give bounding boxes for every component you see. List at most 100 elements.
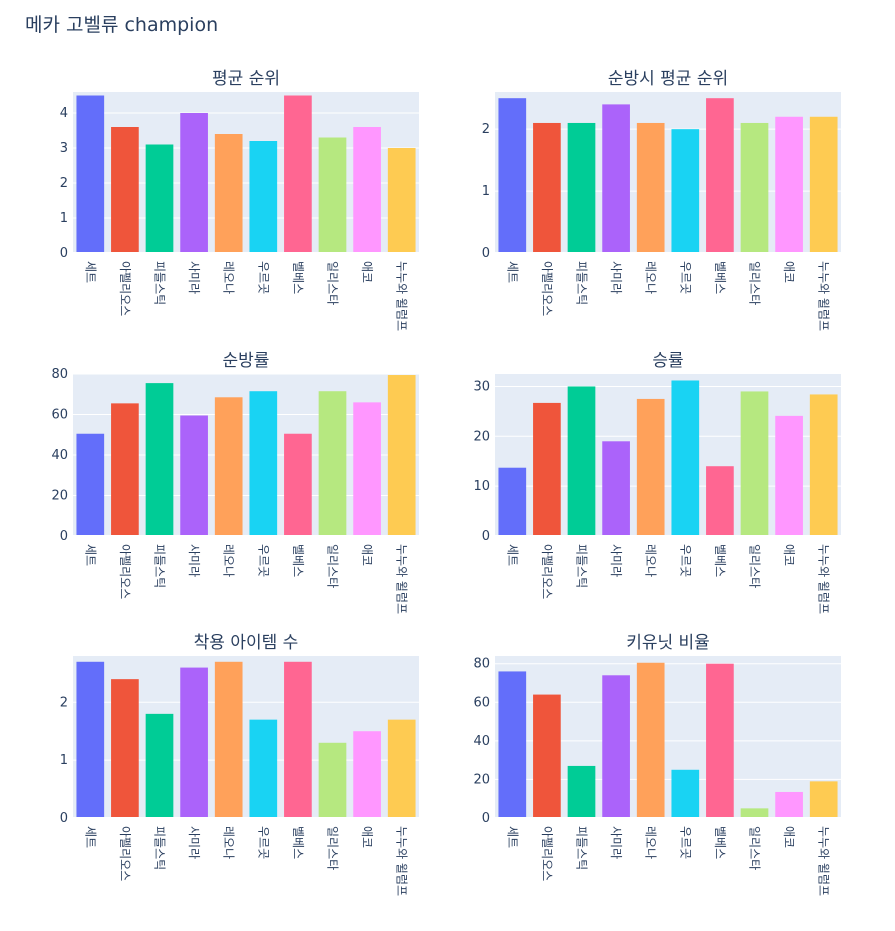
bar-3	[567, 386, 596, 536]
bar-5	[214, 661, 243, 818]
bar-7	[706, 663, 734, 818]
bar-9	[353, 127, 381, 253]
y-tick-label: 1	[60, 211, 68, 226]
bar-3	[567, 765, 596, 818]
x-tick-label: 벨베스	[291, 826, 305, 859]
y-tick-label: 40	[473, 734, 490, 749]
x-tick-label: 사미라	[609, 261, 623, 294]
bar-6	[249, 141, 278, 253]
bar-4	[602, 675, 630, 818]
x-tick-label: 레오나	[644, 544, 658, 577]
x-tick-label: 애코	[360, 544, 374, 566]
x-tick-label: 사미라	[609, 544, 623, 577]
x-tick-label: 피들스틱	[575, 544, 589, 588]
x-tick-label: 사미라	[187, 261, 201, 294]
x-tick-label: 우르곳	[256, 544, 270, 577]
x-tick-label: 피들스틱	[153, 826, 167, 870]
x-tick-label: 우르곳	[678, 261, 692, 294]
bar-3	[145, 144, 174, 253]
x-tick-label: 애코	[782, 261, 796, 283]
bar-1	[498, 467, 527, 536]
bar-6	[249, 719, 278, 818]
x-tick-label: 벨베스	[713, 826, 727, 859]
x-tick-label: 사미라	[609, 826, 623, 859]
bar-2	[111, 403, 139, 536]
bar-2	[111, 679, 139, 818]
subplot-3: 0 20 40 60 80 세트 아펠리오스 피들스틱 사미라 레오나 우르곳 벨베스 일리스타 애코 누누…	[51, 351, 419, 614]
x-tick-label: 애코	[782, 544, 796, 566]
x-tick-label: 피들스틱	[575, 261, 589, 305]
subplot-1: 0 1 2 3 4 세트 아펠리오스 피들스틱 사미라 레오나 우르곳 벨베스 일리스타 애코 누누와 윌럼…	[60, 69, 419, 331]
bar-8	[318, 137, 347, 253]
y-tick-label: 2	[60, 695, 68, 710]
bar-7	[284, 95, 312, 253]
bar-10	[387, 719, 416, 818]
bar-8	[740, 808, 769, 818]
bar-10	[809, 781, 838, 818]
bar-5	[214, 397, 243, 536]
x-tick-label: 누누와 윌럼프	[395, 261, 409, 331]
y-tick-label: 0	[482, 529, 490, 544]
y-tick-label: 30	[473, 379, 490, 394]
bar-2	[533, 694, 561, 818]
bar-5	[636, 662, 665, 818]
subplot-4: 0 10 20 30 세트 아펠리오스 피들스틱 사미라 레오나 우르곳 벨베스 일리스타 애코 누누와 …	[473, 351, 841, 614]
x-tick-label: 피들스틱	[153, 261, 167, 305]
bar-5	[636, 122, 665, 253]
bar-1	[498, 671, 527, 818]
bar-4	[602, 104, 630, 253]
x-tick-label: 레오나	[222, 261, 236, 294]
y-tick-label: 2	[482, 122, 490, 137]
bar-4	[180, 113, 208, 253]
bar-7	[284, 433, 312, 536]
y-tick-label: 4	[60, 106, 68, 121]
bar-8	[740, 391, 769, 536]
x-tick-label: 일리스타	[748, 261, 762, 305]
x-tick-label: 피들스틱	[153, 544, 167, 588]
bar-7	[706, 98, 734, 253]
y-tick-label: 1	[60, 753, 68, 768]
bar-1	[76, 95, 105, 253]
y-tick-label: 20	[51, 489, 68, 504]
x-tick-label: 사미라	[187, 544, 201, 577]
bar-6	[671, 769, 700, 818]
y-tick-label: 80	[473, 657, 490, 672]
subplot-2: 0 1 2 세트 아펠리오스 피들스틱 사미라 레오나 우르곳 벨베스 일리스타 애코 누누와 윌럼프 순…	[482, 69, 841, 331]
x-tick-label: 누누와 윌럼프	[817, 261, 831, 331]
bar-6	[249, 391, 278, 536]
x-tick-label: 일리스타	[326, 261, 340, 305]
figure-title: 메카 고벨류 champion	[25, 14, 219, 36]
x-tick-label: 레오나	[222, 826, 236, 859]
x-tick-label: 애코	[360, 826, 374, 848]
y-tick-label: 20	[473, 772, 490, 787]
bar-2	[533, 122, 561, 253]
bar-7	[706, 466, 734, 536]
bar-6	[671, 129, 700, 253]
x-tick-label: 일리스타	[748, 544, 762, 588]
bar-8	[740, 122, 769, 253]
x-tick-label: 세트	[505, 261, 519, 283]
subplot-title: 승률	[652, 351, 683, 371]
bar-7	[284, 661, 312, 818]
x-tick-label: 누누와 윌럼프	[817, 826, 831, 896]
x-tick-label: 벨베스	[291, 544, 305, 577]
y-tick-label: 0	[60, 246, 68, 261]
x-tick-label: 아펠리오스	[118, 261, 132, 316]
x-tick-label: 세트	[83, 544, 97, 566]
x-tick-label: 누누와 윌럼프	[395, 826, 409, 896]
y-tick-label: 60	[51, 408, 68, 423]
y-tick-label: 80	[51, 367, 68, 382]
bar-9	[775, 791, 803, 818]
x-tick-label: 사미라	[187, 826, 201, 859]
x-tick-label: 세트	[505, 544, 519, 566]
bar-3	[567, 122, 596, 253]
x-tick-label: 벨베스	[713, 544, 727, 577]
y-tick-label: 0	[482, 811, 490, 826]
x-tick-label: 일리스타	[326, 826, 340, 870]
x-tick-label: 누누와 윌럼프	[817, 544, 831, 614]
x-tick-label: 세트	[83, 261, 97, 283]
bar-4	[180, 667, 208, 818]
y-tick-label: 60	[473, 695, 490, 710]
x-tick-label: 레오나	[644, 261, 658, 294]
subplot-title: 순방시 평균 순위	[608, 69, 728, 89]
